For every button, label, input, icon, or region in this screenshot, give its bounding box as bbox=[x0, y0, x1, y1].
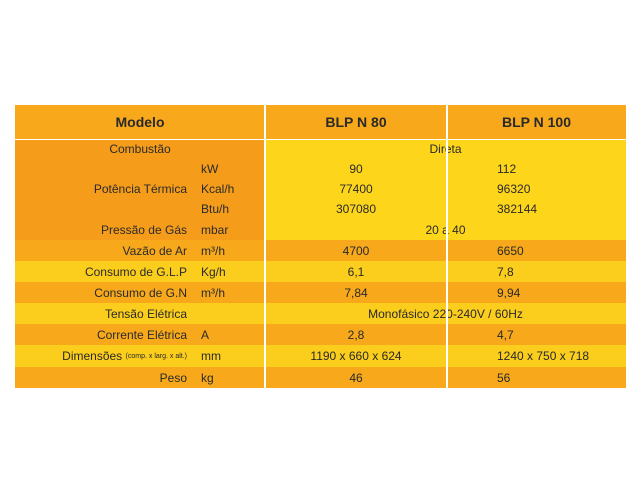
value-b: 112 bbox=[447, 159, 626, 179]
value-b: 382144 bbox=[447, 199, 626, 219]
row-unit: kg bbox=[195, 367, 265, 388]
row-unit: Kg/h bbox=[195, 261, 265, 282]
value-b: 56 bbox=[447, 367, 626, 388]
row-label: Consumo de G.N bbox=[15, 282, 195, 303]
value-a: 77400 bbox=[265, 179, 447, 199]
value-b: 7,8 bbox=[447, 261, 626, 282]
row-glp: Consumo de G.L.P Kg/h 6,1 7,8 bbox=[15, 261, 626, 282]
row-vazao: Vazão de Ar m³/h 4700 6650 bbox=[15, 240, 626, 261]
row-label: Peso bbox=[15, 367, 195, 388]
row-label: Consumo de G.L.P bbox=[15, 261, 195, 282]
column-divider bbox=[264, 105, 266, 388]
row-unit: A bbox=[195, 324, 265, 345]
row-gn: Consumo de G.N m³/h 7,84 9,94 bbox=[15, 282, 626, 303]
row-label: Combustão bbox=[15, 139, 265, 159]
value-a: 90 bbox=[265, 159, 447, 179]
row-combustao: Combustão Direta bbox=[15, 139, 626, 159]
row-tensao: Tensão Elétrica Monofásico 220-240V / 60… bbox=[15, 303, 626, 324]
row-value-shared: Monofásico 220-240V / 60Hz bbox=[265, 303, 626, 324]
value-b: 6650 bbox=[447, 240, 626, 261]
row-label: Pressão de Gás bbox=[15, 219, 195, 240]
row-label: Potência Térmica bbox=[15, 159, 195, 219]
header-model-a: BLP N 80 bbox=[265, 105, 447, 139]
value-b: 9,94 bbox=[447, 282, 626, 303]
row-unit: m³/h bbox=[195, 240, 265, 261]
row-corrente: Corrente Elétrica A 2,8 4,7 bbox=[15, 324, 626, 345]
column-divider bbox=[446, 105, 448, 388]
row-potencia: Potência Térmica kW Kcal/h Btu/h 90 7740… bbox=[15, 159, 626, 219]
row-label: Dimensões (comp. x larg. x alt.) bbox=[15, 345, 195, 367]
unit-kw: kW bbox=[195, 159, 265, 179]
value-b: 96320 bbox=[447, 179, 626, 199]
value-a: 1190 x 660 x 624 bbox=[265, 345, 447, 367]
row-unit: mbar bbox=[195, 219, 265, 240]
specs-table: Modelo BLP N 80 BLP N 100 Combustão Dire… bbox=[15, 105, 626, 388]
unit-kcal: Kcal/h bbox=[195, 179, 265, 199]
row-value-shared: 20 a 40 bbox=[265, 219, 626, 240]
row-dimensoes: Dimensões (comp. x larg. x alt.) mm 1190… bbox=[15, 345, 626, 367]
row-peso: Peso kg 46 56 bbox=[15, 367, 626, 388]
row-value-shared: Direta bbox=[265, 139, 626, 159]
row-label-note: (comp. x larg. x alt.) bbox=[125, 352, 187, 360]
row-unit: mm bbox=[195, 345, 265, 367]
row-label-text: Dimensões bbox=[62, 349, 123, 363]
row-label: Vazão de Ar bbox=[15, 240, 195, 261]
row-divider bbox=[15, 139, 626, 140]
value-a: 4700 bbox=[265, 240, 447, 261]
row-unit-empty bbox=[195, 303, 265, 324]
header-modelo: Modelo bbox=[15, 105, 265, 139]
value-b: 4,7 bbox=[447, 324, 626, 345]
row-label: Tensão Elétrica bbox=[15, 303, 195, 324]
unit-btu: Btu/h bbox=[195, 199, 265, 219]
header-model-b: BLP N 100 bbox=[447, 105, 626, 139]
header-row: Modelo BLP N 80 BLP N 100 bbox=[15, 105, 626, 139]
row-label: Corrente Elétrica bbox=[15, 324, 195, 345]
value-b: 1240 x 750 x 718 bbox=[447, 345, 626, 367]
value-a: 2,8 bbox=[265, 324, 447, 345]
row-unit: m³/h bbox=[195, 282, 265, 303]
value-a: 46 bbox=[265, 367, 447, 388]
value-a: 307080 bbox=[265, 199, 447, 219]
value-a: 6,1 bbox=[265, 261, 447, 282]
value-a: 7,84 bbox=[265, 282, 447, 303]
row-pressao: Pressão de Gás mbar 20 a 40 bbox=[15, 219, 626, 240]
